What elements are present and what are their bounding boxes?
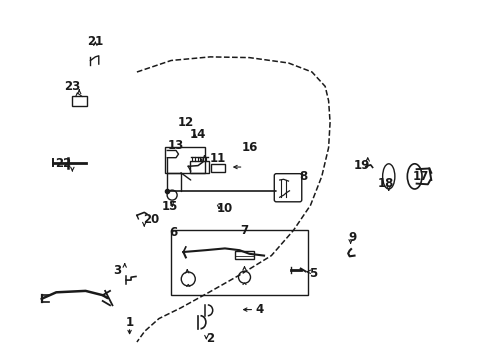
Text: 21: 21: [87, 35, 103, 48]
Text: 22: 22: [55, 157, 72, 170]
Text: 13: 13: [167, 139, 184, 152]
Text: 16: 16: [241, 141, 257, 154]
Text: 17: 17: [411, 170, 428, 183]
Text: 4: 4: [255, 303, 263, 316]
Text: 23: 23: [64, 80, 81, 93]
Bar: [234, 251, 254, 259]
Bar: [72, 96, 87, 106]
Bar: [171, 230, 307, 295]
Text: 15: 15: [162, 201, 178, 213]
Text: 7: 7: [240, 224, 248, 237]
Text: 18: 18: [377, 177, 394, 190]
Text: 10: 10: [216, 202, 233, 215]
Text: 11: 11: [209, 152, 225, 165]
Text: 5: 5: [308, 267, 316, 280]
Text: 12: 12: [177, 116, 194, 129]
Text: 3: 3: [113, 264, 121, 276]
Bar: [211, 164, 224, 172]
Text: 9: 9: [347, 231, 355, 244]
Text: 8: 8: [299, 170, 306, 183]
Text: 20: 20: [143, 213, 160, 226]
Text: 19: 19: [353, 159, 369, 172]
Text: 6: 6: [169, 226, 177, 239]
Text: 14: 14: [189, 129, 206, 141]
Text: 2: 2: [206, 332, 214, 345]
Text: 1: 1: [125, 316, 133, 329]
Bar: [189, 161, 209, 173]
Bar: [165, 147, 205, 173]
